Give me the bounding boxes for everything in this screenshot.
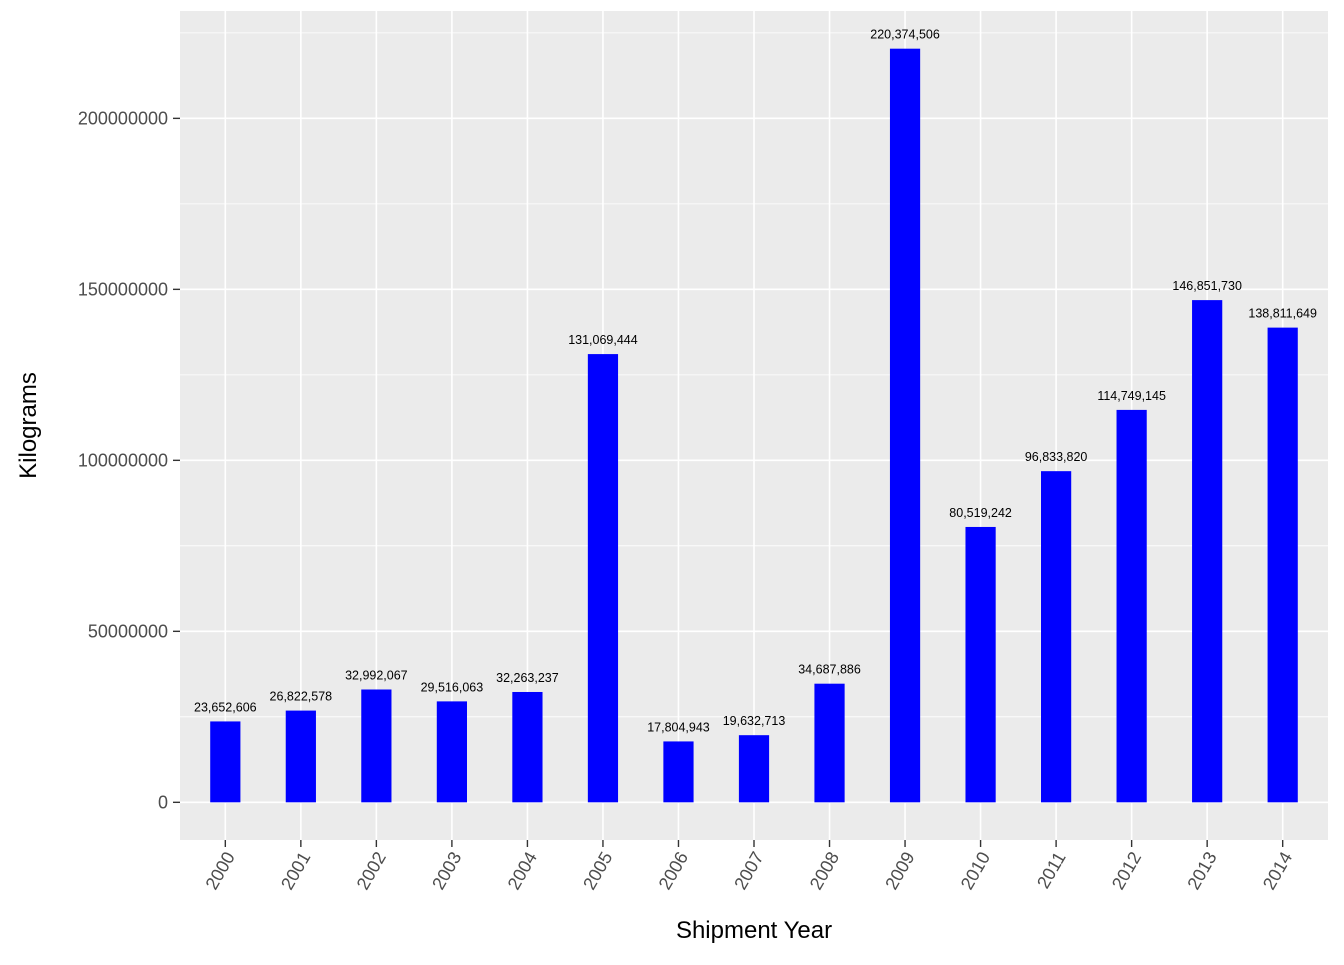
y-tick-label: 100000000 bbox=[78, 450, 168, 470]
x-tick-label: 2006 bbox=[655, 848, 692, 893]
y-tick-label: 0 bbox=[158, 792, 168, 812]
bar-2002 bbox=[361, 689, 392, 803]
bar-2003 bbox=[436, 701, 467, 803]
x-tick-label: 2004 bbox=[504, 848, 541, 893]
bar-2001 bbox=[285, 710, 316, 803]
x-axis-ticks: 2000 2001 2002 2003 2004 2005 2006 2007 2008 2009… bbox=[202, 840, 1296, 893]
x-tick-label: 2007 bbox=[730, 848, 767, 893]
data-label-2010: 80,519,242 bbox=[949, 506, 1012, 520]
data-label-2000: 23,652,606 bbox=[194, 700, 257, 714]
x-tick-label: 2000 bbox=[202, 848, 239, 893]
bar-2014 bbox=[1267, 327, 1298, 803]
x-tick-label: 2003 bbox=[428, 848, 465, 893]
y-tick-label: 150000000 bbox=[78, 279, 168, 299]
bar-2012 bbox=[1116, 409, 1147, 803]
x-tick-label: 2014 bbox=[1259, 848, 1296, 893]
bars bbox=[210, 48, 1298, 803]
x-tick-label: 2008 bbox=[806, 848, 843, 893]
x-axis-title: Shipment Year bbox=[676, 917, 832, 944]
bar-2004 bbox=[512, 691, 543, 803]
data-label-2004: 32,263,237 bbox=[496, 671, 559, 685]
x-tick-label: 2013 bbox=[1183, 848, 1220, 893]
data-label-2013: 146,851,730 bbox=[1172, 279, 1242, 293]
x-tick-label: 2011 bbox=[1033, 848, 1070, 892]
bar-2008 bbox=[814, 683, 845, 803]
data-labels: 23,652,606 26,822,578 32,992,067 29,516,063… bbox=[194, 28, 1317, 735]
data-label-2011: 96,833,820 bbox=[1025, 450, 1088, 464]
x-tick-label: 2005 bbox=[579, 848, 616, 893]
data-label-2007: 19,632,713 bbox=[723, 714, 786, 728]
x-tick-label: 2009 bbox=[881, 848, 918, 893]
bar-2007 bbox=[738, 735, 770, 803]
bar-2005 bbox=[587, 354, 619, 803]
bar-2013 bbox=[1192, 300, 1223, 803]
data-label-2003: 29,516,063 bbox=[421, 680, 484, 694]
data-label-2012: 114,749,145 bbox=[1097, 389, 1166, 403]
x-tick-label: 2012 bbox=[1108, 848, 1145, 893]
data-label-2006: 17,804,943 bbox=[647, 720, 710, 734]
data-label-2002: 32,992,067 bbox=[345, 668, 408, 682]
bar-2010 bbox=[965, 526, 996, 803]
y-tick-label: 200000000 bbox=[78, 108, 168, 128]
bar-2000 bbox=[210, 721, 241, 803]
bar-2009 bbox=[889, 48, 921, 803]
bar-2006 bbox=[663, 741, 694, 803]
bar-2011 bbox=[1041, 471, 1072, 803]
data-label-2009: 220,374,506 bbox=[870, 28, 940, 42]
y-tick-label: 50000000 bbox=[88, 621, 168, 641]
y-axis-title: Kilograms bbox=[15, 372, 42, 479]
x-tick-label: 2010 bbox=[957, 848, 994, 893]
x-tick-label: 2002 bbox=[353, 848, 390, 893]
data-label-2008: 34,687,886 bbox=[798, 663, 861, 677]
x-tick-label: 2001 bbox=[277, 848, 314, 893]
y-axis-ticks: 0 50000000 100000000 150000000 200000000 bbox=[78, 108, 180, 812]
data-label-2005: 131,069,444 bbox=[568, 333, 638, 347]
data-label-2001: 26,822,578 bbox=[270, 690, 333, 704]
data-label-2014: 138,811,649 bbox=[1248, 307, 1317, 321]
